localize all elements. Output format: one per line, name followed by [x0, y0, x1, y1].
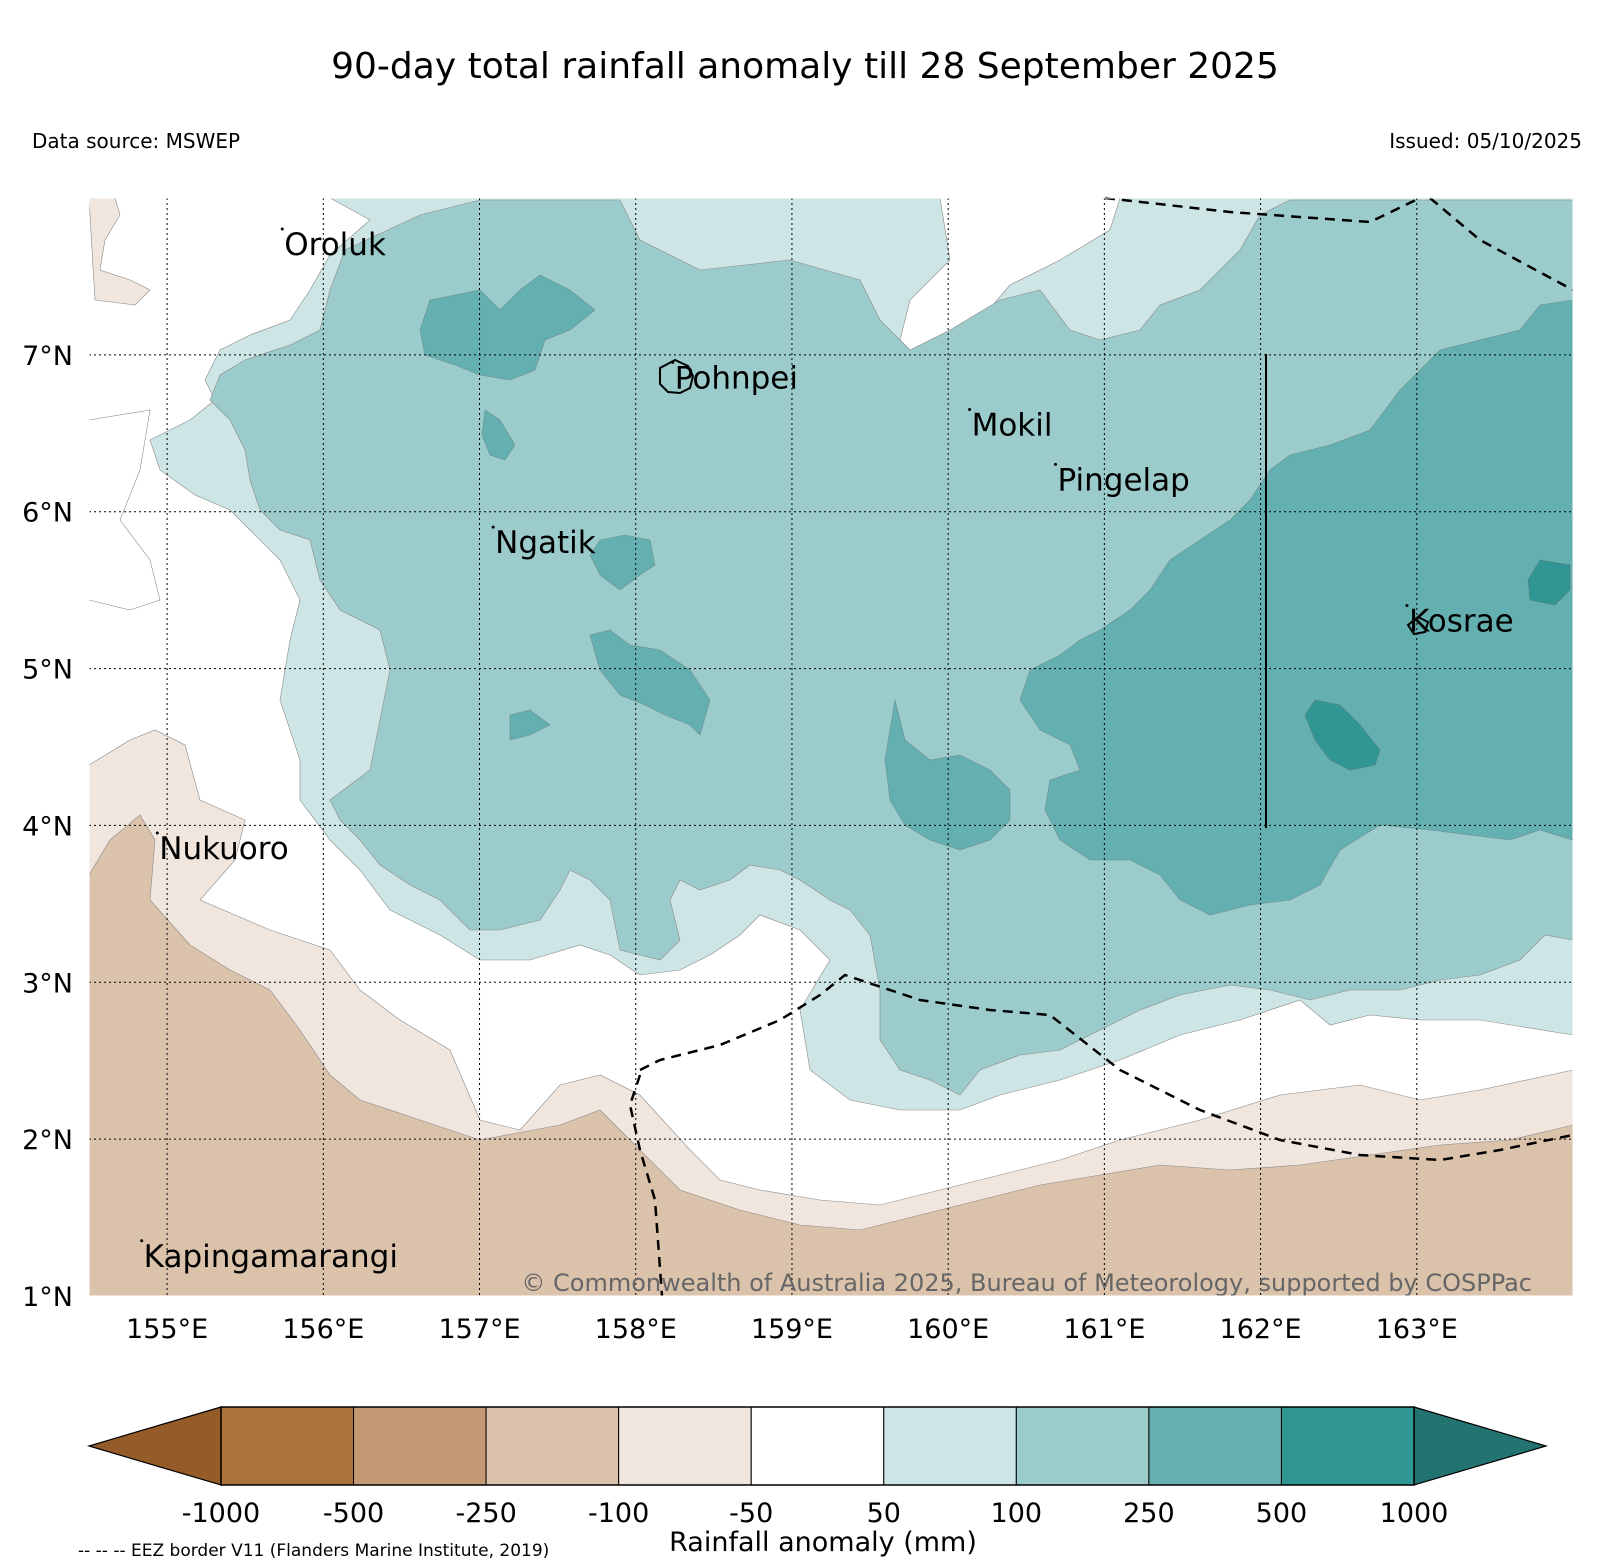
colorbar-bin — [220, 1406, 355, 1486]
colorbar-tick-label: -500 — [323, 1498, 384, 1529]
copyright-notice: © Commonwealth of Australia 2025, Bureau… — [521, 1269, 1532, 1297]
colorbar-outline — [220, 1406, 1415, 1486]
colorbar-tick-label: 1000 — [1380, 1498, 1449, 1529]
place-label-pohnpei: Pohnpei — [675, 360, 798, 396]
map-frame — [88, 197, 1574, 1297]
lat-tick-label: 5°N — [22, 655, 73, 686]
anomaly-wet-strong-region — [1019, 299, 1573, 916]
place-marker — [1054, 462, 1058, 466]
lat-tick-label: 4°N — [22, 811, 73, 842]
place-label-nukuoro: Nukuoro — [159, 831, 288, 867]
anomaly-wet-extreme-patch — [1304, 699, 1381, 771]
place-label-pingelap: Pingelap — [1058, 462, 1190, 498]
colorbar-title: Rainfall anomaly (mm) — [669, 1527, 977, 1558]
lat-tick-label: 1°N — [22, 1282, 73, 1313]
lon-tick-label: 155°E — [126, 1314, 208, 1345]
colorbar-tick-label: -250 — [455, 1498, 516, 1529]
colorbar-bin — [353, 1406, 487, 1486]
place-marker — [968, 407, 972, 411]
place-label-mokil: Mokil — [972, 407, 1053, 443]
colorbar-bin — [750, 1406, 885, 1486]
colorbar-bin — [485, 1406, 620, 1486]
lon-tick-label: 157°E — [438, 1314, 520, 1345]
pohnpei-island-outline — [659, 358, 695, 395]
place-marker — [491, 525, 495, 529]
colorbar-tick-label: 500 — [1256, 1498, 1308, 1529]
eez-border — [628, 196, 1574, 1297]
place-marker — [1405, 604, 1409, 608]
lon-tick-label: 161°E — [1063, 1314, 1145, 1345]
place-label-kapingamarangi: Kapingamarangi — [144, 1239, 398, 1275]
anomaly-wet-strong-patch — [589, 534, 656, 591]
lon-tick-label: 162°E — [1220, 1314, 1302, 1345]
axis-labels: 155°E 156°E 157°E 158°E 159°E 160°E 161°E 162°E… — [22, 341, 1458, 1345]
place-label-kosrae: Kosrae — [1409, 604, 1514, 640]
anomaly-wet-strong-patch — [509, 709, 551, 741]
lon-tick-label: 163°E — [1376, 1314, 1458, 1345]
data-source-label: Data source: MSWEP — [32, 129, 240, 153]
place-marker — [671, 360, 675, 364]
colorbar-tick-label: 250 — [1123, 1498, 1175, 1529]
place-label-oroluk: Oroluk — [284, 227, 386, 263]
colorbar: -1000 -500 -250 -100 -50 50 100 250 500 1000 — [86, 1406, 1549, 1529]
colorbar-extend-min — [86, 1406, 222, 1486]
colorbar-bin — [883, 1406, 1017, 1486]
lon-tick-label: 156°E — [282, 1314, 364, 1345]
colorbar-bin — [618, 1406, 752, 1486]
place-label-ngatik: Ngatik — [495, 525, 596, 561]
eez-border-note: -- -- -- EEZ border V11 (Flanders Marine… — [78, 1541, 549, 1561]
place-marker — [155, 831, 159, 835]
lat-tick-label: 6°N — [22, 498, 73, 529]
colorbar-tick-label: -1000 — [182, 1498, 260, 1529]
anomaly-dry-moderate-region — [89, 814, 1573, 1296]
anomaly-dry-patch — [89, 198, 151, 306]
lat-tick-label: 3°N — [22, 968, 73, 999]
lat-tick-label: 7°N — [22, 341, 73, 372]
lat-tick-label: 2°N — [22, 1125, 73, 1156]
anomaly-wet-strong-patch — [589, 629, 711, 736]
anomaly-wet-strong-patch — [419, 274, 596, 381]
lon-tick-label: 160°E — [907, 1314, 989, 1345]
colorbar-extend-max — [1413, 1406, 1549, 1486]
place-marker — [280, 227, 284, 231]
colorbar-tick-label: -100 — [588, 1498, 649, 1529]
anomaly-wet-extreme-patch — [1527, 559, 1571, 606]
colorbar-bin — [1280, 1406, 1415, 1486]
colorbar-tick-label: 50 — [867, 1498, 901, 1529]
kosrae-island-outline — [1406, 615, 1430, 636]
colorbar-tick-label: 100 — [991, 1498, 1043, 1529]
colorbar-bin — [1015, 1406, 1150, 1486]
lon-tick-label: 158°E — [595, 1314, 677, 1345]
anomaly-near-normal-notch — [89, 409, 161, 611]
issued-label: Issued: 05/10/2025 — [1389, 129, 1582, 153]
colorbar-tick-label: -50 — [729, 1498, 773, 1529]
lon-tick-label: 159°E — [751, 1314, 833, 1345]
place-marker — [140, 1239, 144, 1243]
colorbar-bin — [1148, 1406, 1282, 1486]
anomaly-wet-strong-patch — [884, 699, 1011, 851]
chart-title: 90-day total rainfall anomaly till 28 Se… — [331, 46, 1279, 87]
anomaly-wet-strong-patch — [481, 409, 516, 461]
